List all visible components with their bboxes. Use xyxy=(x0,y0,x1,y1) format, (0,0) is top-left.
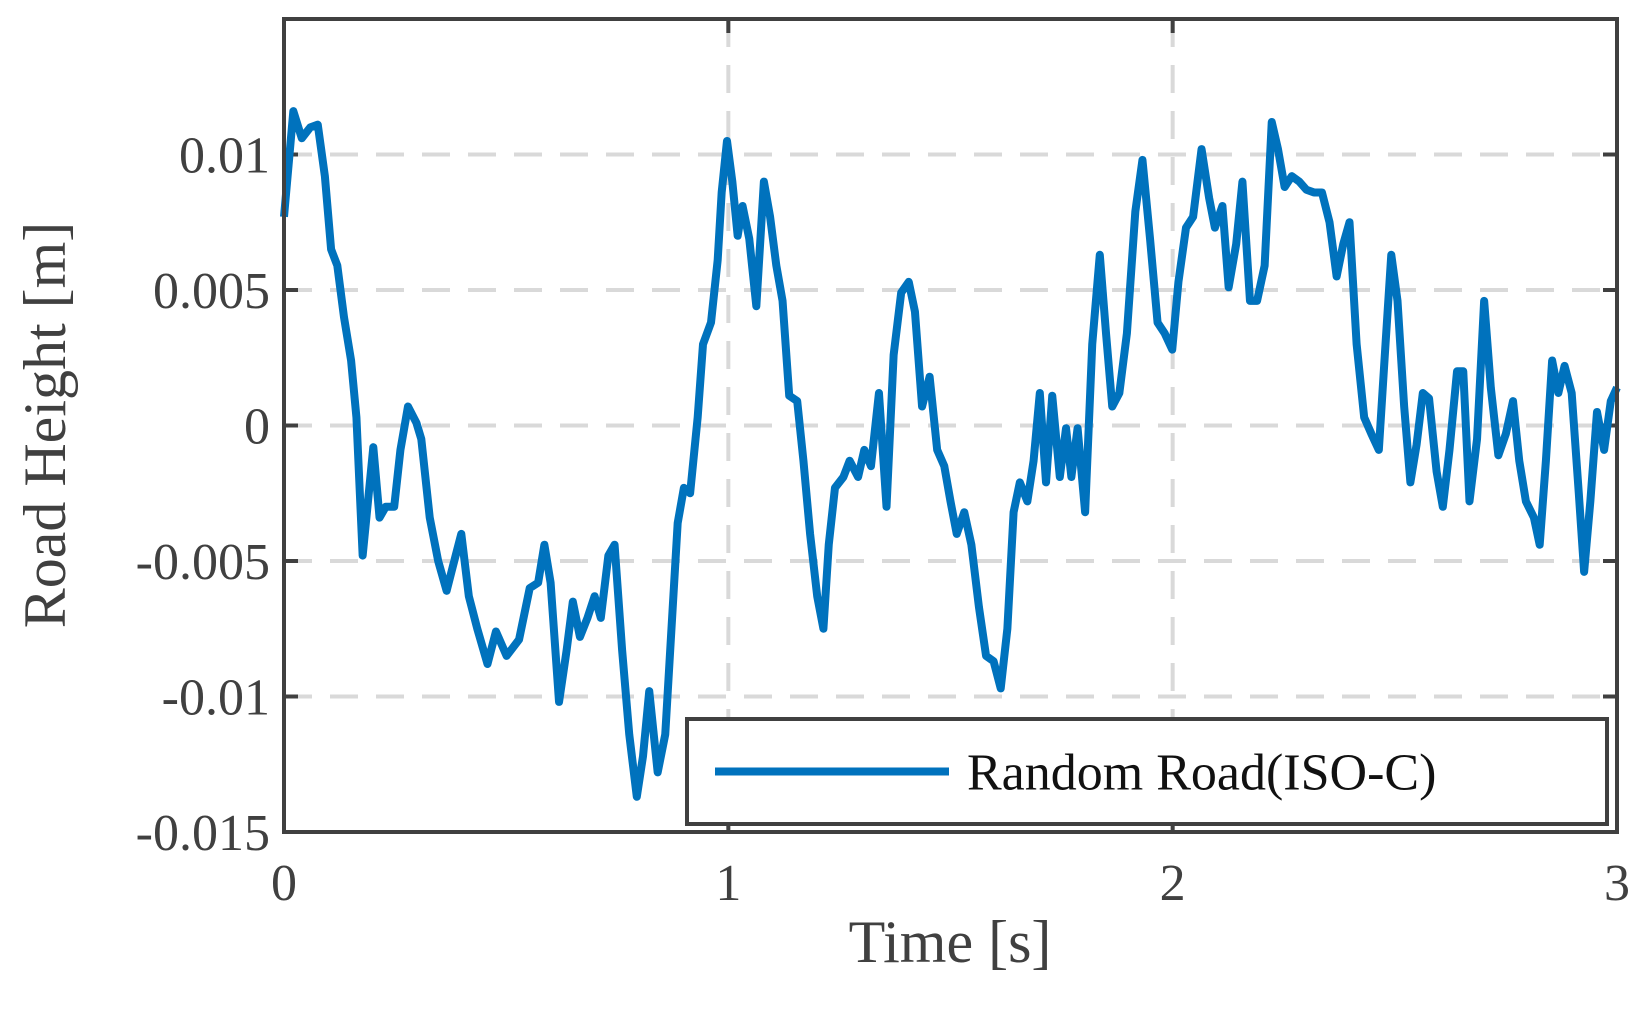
legend-label: Random Road(ISO-C) xyxy=(967,745,1436,802)
x-tick-label: 3 xyxy=(1604,855,1630,912)
x-tick-label: 1 xyxy=(715,855,741,912)
y-axis-label: Road Height [m] xyxy=(12,222,78,629)
y-tick-label: -0.005 xyxy=(136,534,270,591)
x-axis-label: Time [s] xyxy=(849,909,1052,975)
plot-frame xyxy=(282,17,1619,834)
x-tick-label: 0 xyxy=(271,855,297,912)
data-line xyxy=(280,107,1621,801)
y-tick-label: 0.01 xyxy=(179,128,270,185)
y-tick-label: -0.015 xyxy=(136,805,270,862)
y-tick-label: 0 xyxy=(244,399,270,456)
y-tick-label: 0.005 xyxy=(153,263,270,320)
y-tick-label: -0.01 xyxy=(162,670,270,727)
x-tick-label: 2 xyxy=(1160,855,1186,912)
